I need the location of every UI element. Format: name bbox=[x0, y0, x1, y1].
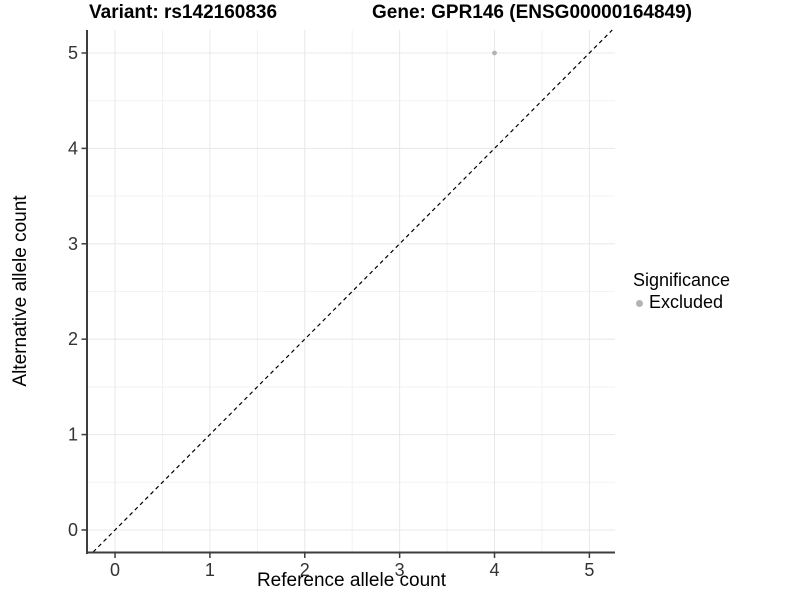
legend-title: Significance bbox=[633, 270, 731, 290]
y-tick-label: 1 bbox=[68, 425, 78, 445]
legend: Significance Excluded bbox=[626, 270, 731, 313]
chart-title-variant: Variant: rs142160836 bbox=[89, 2, 278, 23]
legend-item-excluded: Excluded bbox=[626, 292, 730, 313]
x-tick-label: 2 bbox=[300, 560, 310, 580]
legend-point-icon bbox=[636, 299, 643, 307]
legend-item-label: Excluded bbox=[649, 292, 724, 313]
x-tick-label: 0 bbox=[110, 560, 120, 580]
y-axis-title: Alternative allele count bbox=[10, 195, 31, 387]
x-axis-title: Reference allele count bbox=[256, 570, 447, 591]
x-tick-label: 4 bbox=[490, 560, 500, 580]
y-tick-label: 3 bbox=[68, 234, 78, 254]
data-point bbox=[492, 50, 497, 56]
x-tick-label: 5 bbox=[584, 560, 594, 580]
y-tick-label: 0 bbox=[68, 520, 78, 540]
y-tick-label: 4 bbox=[68, 138, 78, 158]
x-tick-label: 3 bbox=[395, 560, 405, 580]
chart-title-gene: Gene: GPR146 (ENSG00000164849) bbox=[372, 2, 693, 23]
y-tick-label: 5 bbox=[68, 43, 78, 63]
y-tick-label: 2 bbox=[68, 329, 78, 349]
x-tick-label: 1 bbox=[205, 560, 215, 580]
